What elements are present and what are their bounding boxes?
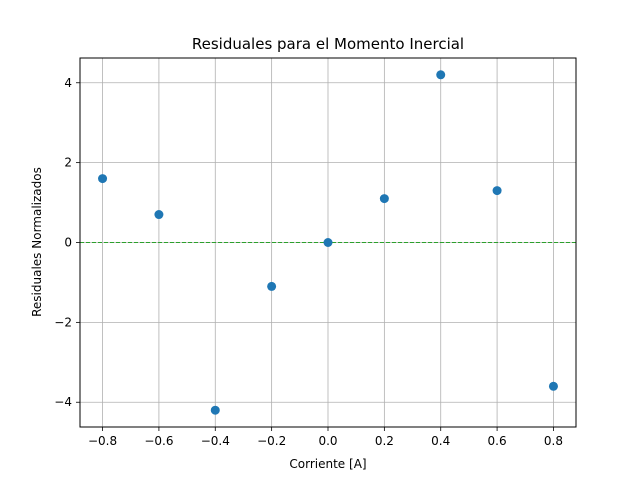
data-points — [98, 70, 558, 415]
x-tick-label: 0.0 — [318, 434, 337, 448]
x-axis-ticks: −0.8 −0.6 −0.4 −0.2 0.0 0.2 0.4 0.6 0.8 — [88, 427, 563, 448]
x-tick-label: −0.6 — [144, 434, 173, 448]
y-axis-ticks: −4 −2 0 2 4 — [54, 76, 80, 409]
y-tick-label: 4 — [64, 76, 72, 90]
data-point — [154, 210, 164, 220]
x-tick-label: −0.8 — [88, 434, 117, 448]
y-tick-label: −4 — [54, 395, 72, 409]
x-tick-label: −0.2 — [257, 434, 286, 448]
x-tick-label: 0.4 — [431, 434, 450, 448]
x-tick-label: −0.4 — [201, 434, 230, 448]
x-tick-label: 0.8 — [544, 434, 563, 448]
y-tick-label: −2 — [54, 315, 72, 329]
data-point — [492, 186, 502, 196]
data-point — [210, 405, 220, 415]
x-tick-label: 0.2 — [375, 434, 394, 448]
x-tick-label: 0.6 — [488, 434, 507, 448]
y-tick-label: 2 — [64, 156, 72, 170]
data-point — [98, 174, 108, 184]
x-axis-label: Corriente [A] — [289, 457, 366, 471]
data-point — [548, 381, 558, 391]
y-tick-label: 0 — [64, 236, 72, 250]
data-point — [436, 70, 446, 80]
data-point — [323, 238, 333, 247]
y-axis-label: Residuales Normalizados — [30, 167, 44, 317]
chart-title: Residuales para el Momento Inercial — [192, 35, 464, 53]
data-point — [267, 281, 277, 291]
data-point — [379, 194, 389, 204]
